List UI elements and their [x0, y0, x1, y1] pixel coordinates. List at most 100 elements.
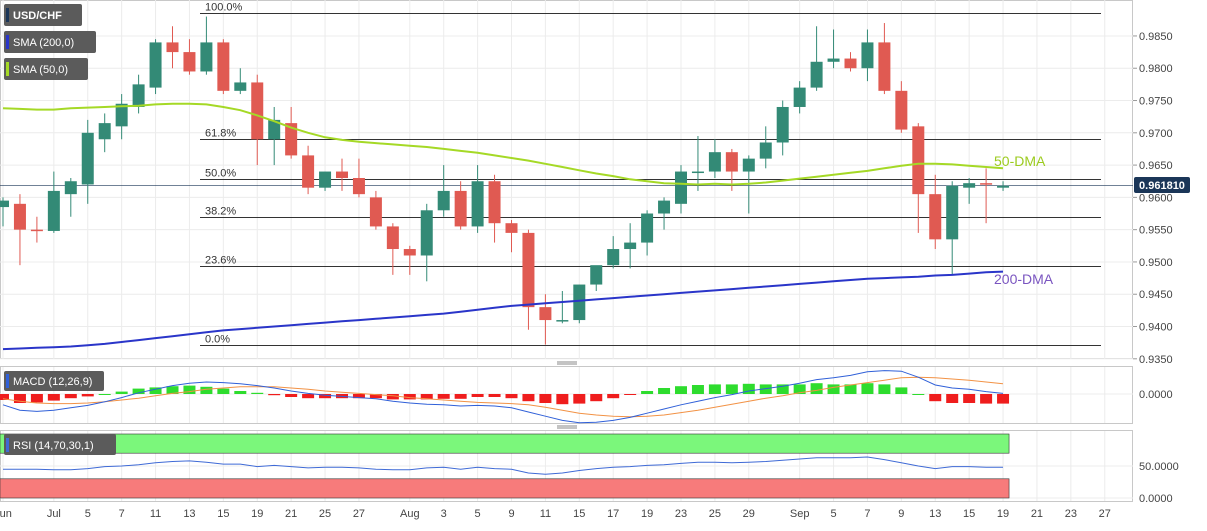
- candlesticks: [0, 16, 1010, 345]
- candle-body: [285, 123, 298, 156]
- x-tick-label: 15: [217, 508, 229, 520]
- candle-body: [827, 58, 840, 62]
- macd-histogram-bar: [708, 384, 721, 394]
- y-tick-label: 0.9850: [1139, 31, 1173, 43]
- rsi-resize-handle[interactable]: [557, 361, 577, 365]
- candle-body: [641, 213, 654, 243]
- candle-body: [13, 203, 26, 230]
- sma50-chip[interactable]: SMA (50,0): [4, 58, 88, 80]
- candle-body: [386, 226, 399, 250]
- x-tick-label: 11: [540, 508, 551, 520]
- macd-histogram-bar: [963, 394, 976, 403]
- macd-histogram-bar: [556, 394, 569, 405]
- macd-histogram-bar: [115, 391, 128, 394]
- macd-histogram-bar: [912, 394, 925, 395]
- macd-histogram-bar: [30, 394, 43, 403]
- candle-body: [251, 82, 264, 140]
- rsi-series: [3, 456, 1003, 475]
- macd-histogram-bar: [200, 386, 213, 394]
- y-tick-label: 0.9450: [1139, 289, 1173, 301]
- fib-level-label: 100.0%: [205, 2, 243, 14]
- rsi-bands: [0, 433, 1010, 499]
- macd-label: MACD (12,26,9): [13, 376, 92, 388]
- y-tick-label: 0.9800: [1139, 63, 1173, 75]
- price-tag: 0.961810: [1134, 177, 1190, 193]
- x-tick-label: 5: [85, 508, 91, 520]
- macd-histogram-bar: [895, 387, 908, 394]
- dma50-annotation: 50-DMA: [994, 153, 1046, 169]
- rsi-oversold-band: [0, 478, 1010, 499]
- macd-histogram-bar: [607, 394, 620, 399]
- y-tick-label: 0.9750: [1139, 96, 1173, 108]
- x-tick-label: 13: [183, 508, 195, 520]
- x-tick-label: 21: [285, 508, 297, 520]
- macd-histogram-bar: [861, 383, 874, 394]
- candle-body: [878, 42, 891, 91]
- x-tick-label: 29: [743, 508, 755, 520]
- x-tick-label: 15: [573, 508, 585, 520]
- candle-body: [522, 232, 535, 308]
- sma200-chip[interactable]: SMA (200,0): [4, 31, 96, 53]
- macd-histogram-bar: [64, 394, 77, 399]
- macd-histogram-bar: [929, 394, 942, 402]
- y-tick-label: 0.0000: [1139, 389, 1173, 401]
- macd-histogram-bar: [488, 394, 501, 397]
- candle-body: [997, 185, 1010, 188]
- x-tick-label: 11: [150, 508, 161, 520]
- macd-histogram-bar: [675, 386, 687, 394]
- candle-body: [98, 123, 111, 140]
- macd-histogram-bar: [81, 394, 94, 397]
- x-tick-label: 3: [441, 508, 447, 520]
- macd-histogram-bar: [47, 394, 60, 401]
- x-tick-label: 7: [119, 508, 125, 520]
- y-tick-label: 0.0000: [1139, 493, 1173, 505]
- macd-histogram-bar: [573, 394, 586, 404]
- macd-histogram-bar: [539, 394, 552, 403]
- candle-body: [776, 106, 789, 143]
- macd-histogram-bar: [759, 384, 772, 394]
- candle-body: [539, 307, 552, 321]
- y-tick-label: 0.9400: [1139, 322, 1173, 334]
- macd-resize-handle[interactable]: [557, 425, 577, 429]
- x-tick-label: Aug: [400, 508, 420, 520]
- macd-histogram-bar: [641, 391, 654, 394]
- x-tick-label: 19: [997, 508, 1009, 520]
- macd-line: [2, 370, 1004, 424]
- macd-histogram-bar: [183, 385, 196, 394]
- candle-body: [742, 158, 755, 172]
- candle-body: [369, 197, 382, 227]
- candle-body: [759, 142, 772, 159]
- candle-body: [725, 152, 738, 172]
- x-tick-label: 9: [508, 508, 514, 520]
- candle-body: [81, 132, 94, 185]
- candle-body: [793, 87, 806, 107]
- candle-body: [0, 200, 9, 208]
- macd-histogram-bar: [302, 394, 315, 399]
- x-tick-label: 25: [319, 508, 331, 520]
- candle-body: [844, 58, 857, 69]
- candle-body: [183, 52, 196, 72]
- macd-series: [0, 370, 1010, 424]
- macd-histogram-bar: [810, 383, 823, 394]
- macd-histogram-bar: [217, 388, 230, 394]
- macd-histogram-bar: [624, 394, 637, 395]
- dma200-annotation: 200-DMA: [994, 271, 1054, 287]
- macd-histogram-bar: [98, 394, 111, 395]
- macd-histogram-bar: [352, 394, 365, 399]
- macd-histogram-bar: [132, 388, 145, 394]
- candle-body: [319, 171, 332, 188]
- macd-chip[interactable]: MACD (12,26,9): [4, 371, 104, 391]
- candle-body: [403, 249, 416, 256]
- macd-histogram-bar: [742, 383, 755, 394]
- sma50-label: SMA (50,0): [13, 64, 68, 76]
- candle-body: [573, 284, 586, 321]
- candle-body: [302, 155, 315, 188]
- candle-body: [217, 42, 230, 91]
- symbol-chip[interactable]: USD/CHF: [4, 4, 82, 26]
- macd-histogram-bar: [793, 384, 806, 394]
- macd-histogram-bar: [776, 384, 789, 394]
- rsi-chip[interactable]: RSI (14,70,30,1): [4, 434, 116, 455]
- y-tick-label: 50.0000: [1139, 461, 1179, 473]
- candle-body: [115, 103, 128, 127]
